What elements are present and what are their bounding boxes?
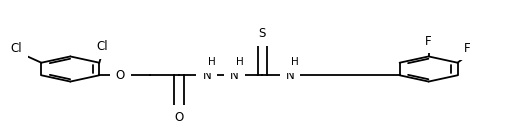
Text: N: N: [202, 69, 211, 82]
Text: S: S: [258, 27, 266, 40]
Text: H: H: [290, 57, 298, 67]
Text: F: F: [424, 34, 431, 48]
Text: Cl: Cl: [96, 40, 108, 53]
Text: F: F: [464, 42, 470, 55]
Text: O: O: [116, 69, 125, 82]
Text: H: H: [208, 57, 215, 67]
Text: Cl: Cl: [11, 42, 22, 55]
Text: O: O: [174, 111, 183, 124]
Text: N: N: [230, 69, 238, 82]
Text: N: N: [285, 69, 294, 82]
Text: H: H: [235, 57, 243, 67]
